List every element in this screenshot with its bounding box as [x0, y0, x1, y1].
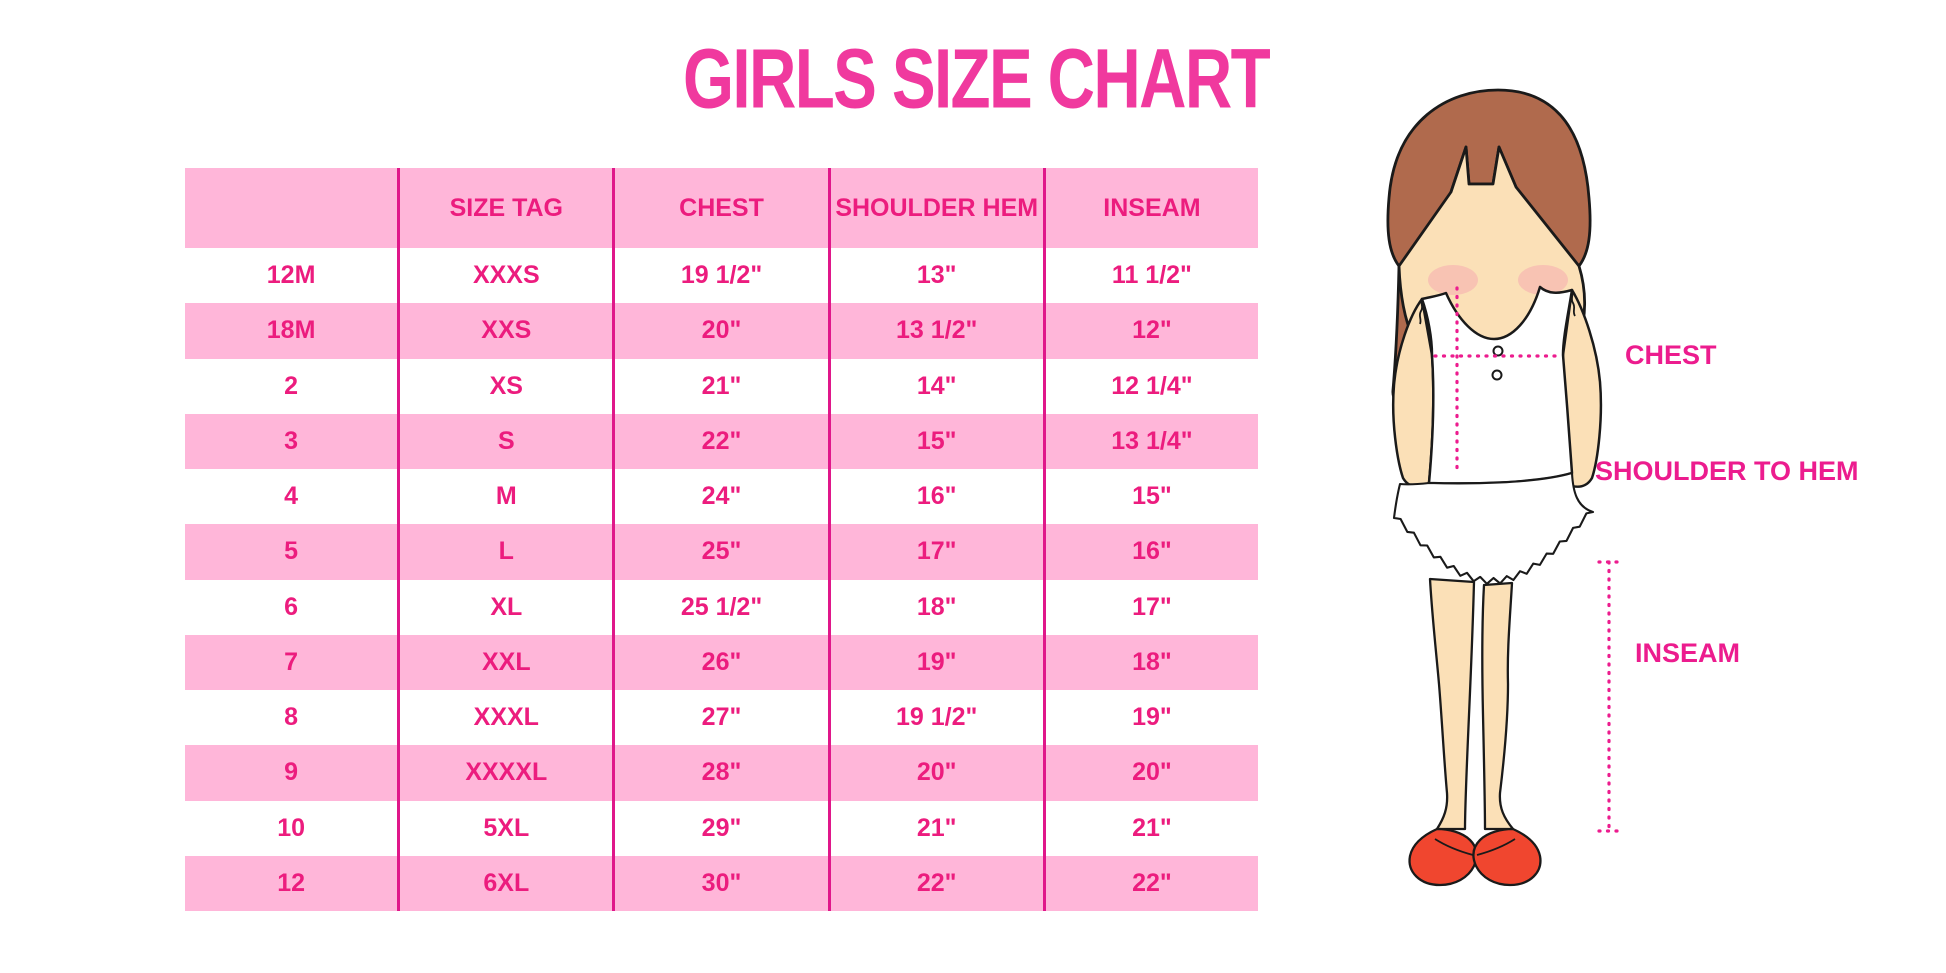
- svg-text:INSEAM: INSEAM: [1635, 638, 1740, 668]
- svg-text:CHEST: CHEST: [1625, 340, 1717, 370]
- svg-text:SHOULDER TO HEM: SHOULDER TO HEM: [1595, 456, 1859, 486]
